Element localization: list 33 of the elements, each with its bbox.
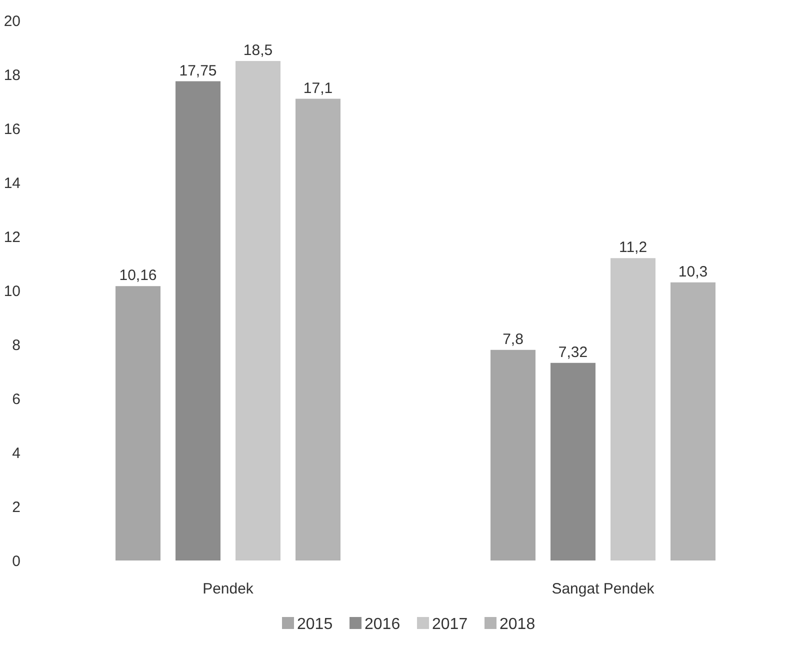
bar (670, 282, 716, 560)
y-tick-label: 4 (12, 445, 20, 462)
data-label: 7,32 (558, 344, 588, 361)
y-tick-label: 0 (12, 553, 20, 570)
legend-label: 2017 (432, 616, 468, 633)
y-tick-label: 20 (4, 13, 21, 30)
data-label: 17,1 (303, 80, 333, 97)
bar (610, 258, 656, 560)
y-tick-label: 14 (4, 175, 21, 192)
y-tick-label: 18 (4, 67, 21, 84)
y-tick-label: 6 (12, 391, 20, 408)
y-tick-label: 12 (4, 229, 21, 246)
x-tick-label: Sangat Pendek (552, 580, 655, 598)
data-label: 10,16 (119, 267, 157, 284)
bar (236, 61, 280, 560)
y-tick-label: 16 (4, 121, 21, 138)
y-tick-label: 2 (12, 499, 20, 516)
data-label: 17,75 (179, 62, 217, 80)
legend-label: 2015 (297, 616, 333, 633)
bar (296, 98, 340, 560)
x-tick-label: Pendek (202, 580, 254, 598)
legend-label: 2016 (364, 616, 400, 633)
y-tick-label: 10 (4, 283, 21, 300)
data-label: 18,5 (243, 42, 273, 59)
data-label: 11,2 (618, 239, 648, 256)
legend-label: 2018 (500, 616, 536, 633)
bar (176, 81, 220, 560)
bar (116, 286, 160, 560)
bar (490, 350, 536, 560)
bar (550, 362, 596, 560)
data-label: 10,3 (678, 263, 708, 280)
data-label: 7,8 (502, 330, 524, 348)
y-tick-label: 8 (12, 337, 20, 354)
